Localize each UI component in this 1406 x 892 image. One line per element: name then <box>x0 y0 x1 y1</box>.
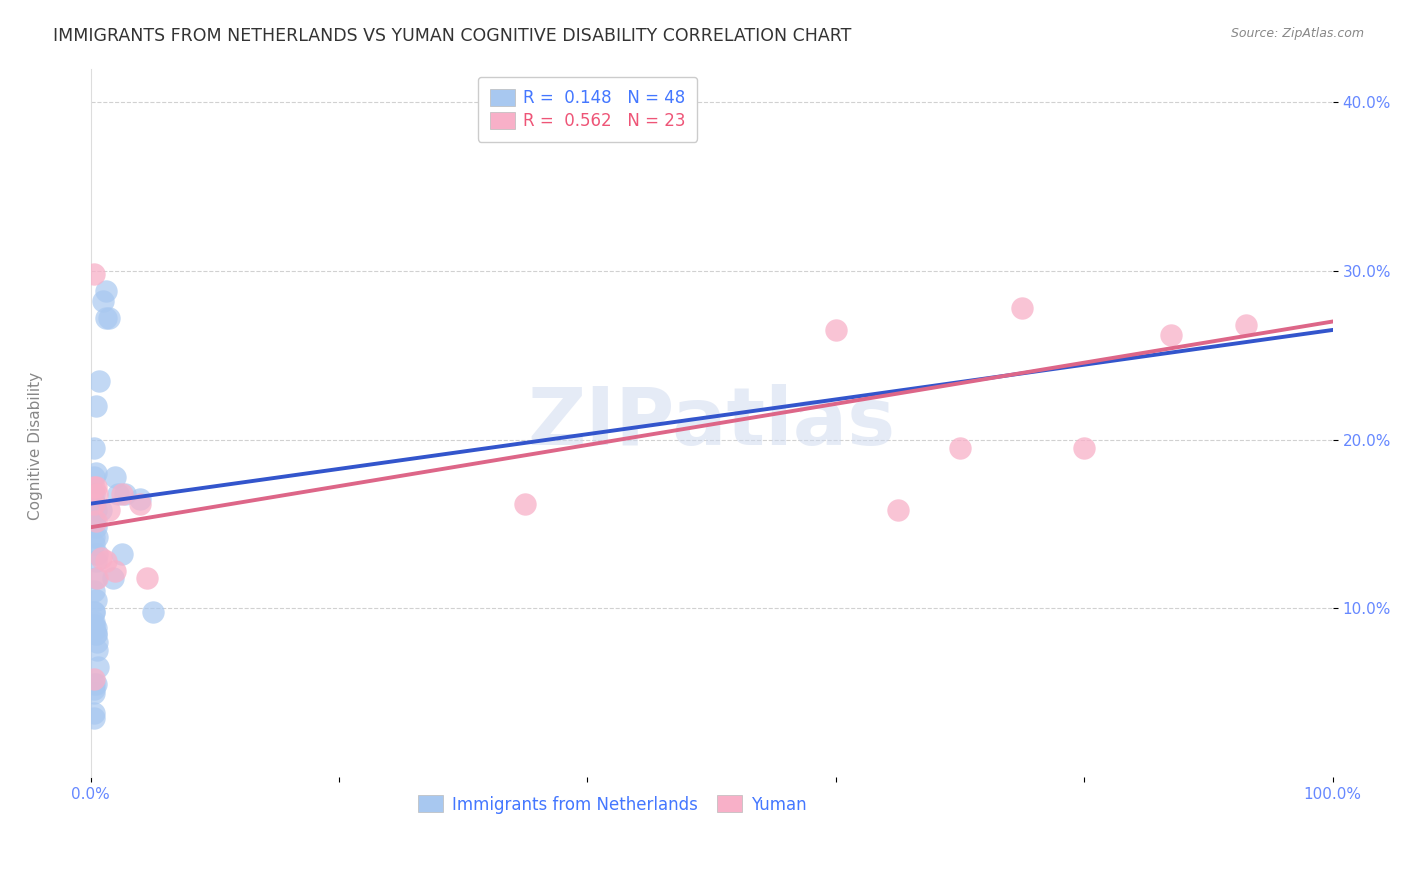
Point <box>107 486 129 500</box>
Text: IMMIGRANTS FROM NETHERLANDS VS YUMAN COGNITIVE DISABILITY CORRELATION CHART: IMMIGRANTS FROM NETHERLANDS VS YUMAN COG… <box>53 27 852 45</box>
Point <box>83 711 105 725</box>
Point <box>83 622 105 636</box>
Point <box>84 467 107 481</box>
Legend: Immigrants from Netherlands, Yuman: Immigrants from Netherlands, Yuman <box>406 784 818 825</box>
Point <box>1011 301 1033 315</box>
Point <box>129 497 152 511</box>
Point <box>83 672 105 686</box>
Point <box>135 571 157 585</box>
Point <box>111 486 134 500</box>
Point <box>98 311 121 326</box>
Point <box>142 605 165 619</box>
Point <box>84 592 107 607</box>
Point <box>84 480 107 494</box>
Point <box>101 571 124 585</box>
Point <box>83 530 105 544</box>
Point <box>1160 328 1182 343</box>
Point <box>83 486 105 500</box>
Point <box>94 554 117 568</box>
Point <box>84 514 107 528</box>
Point <box>84 622 107 636</box>
Point <box>104 564 127 578</box>
Point <box>91 294 114 309</box>
Point <box>94 284 117 298</box>
Text: Cognitive Disability: Cognitive Disability <box>28 372 42 520</box>
Point <box>83 441 105 455</box>
Point <box>887 503 910 517</box>
Point <box>82 491 104 506</box>
Point <box>98 503 121 517</box>
Text: ZIPatlas: ZIPatlas <box>527 384 896 462</box>
Point <box>84 520 107 534</box>
Point <box>86 643 108 657</box>
Point <box>1073 441 1095 455</box>
Text: Source: ZipAtlas.com: Source: ZipAtlas.com <box>1230 27 1364 40</box>
Point <box>83 497 105 511</box>
Point <box>83 618 105 632</box>
Point <box>83 682 105 697</box>
Point <box>84 626 107 640</box>
Point <box>94 311 117 326</box>
Point <box>84 554 107 568</box>
Point <box>83 615 105 629</box>
Point <box>83 267 105 281</box>
Point <box>86 530 108 544</box>
Point <box>104 469 127 483</box>
Point <box>86 635 108 649</box>
Point <box>83 497 105 511</box>
Point <box>90 503 112 517</box>
Point <box>84 571 107 585</box>
Point <box>1234 318 1257 332</box>
Point <box>87 660 110 674</box>
Point <box>129 491 152 506</box>
Point <box>86 547 108 561</box>
Point <box>84 677 107 691</box>
Point <box>83 706 105 720</box>
Point <box>825 323 848 337</box>
Point <box>84 503 107 517</box>
Point <box>83 677 105 691</box>
Point <box>111 547 134 561</box>
Point <box>83 605 105 619</box>
Point <box>89 374 111 388</box>
Point <box>86 571 108 585</box>
Point <box>90 550 112 565</box>
Point <box>83 537 105 551</box>
Point <box>114 486 136 500</box>
Point <box>515 497 537 511</box>
Point <box>83 480 105 494</box>
Point <box>86 486 108 500</box>
Point <box>83 584 105 599</box>
Point <box>83 469 105 483</box>
Point <box>83 685 105 699</box>
Point <box>83 605 105 619</box>
Point <box>83 514 105 528</box>
Point <box>84 399 107 413</box>
Point <box>84 626 107 640</box>
Point <box>949 441 972 455</box>
